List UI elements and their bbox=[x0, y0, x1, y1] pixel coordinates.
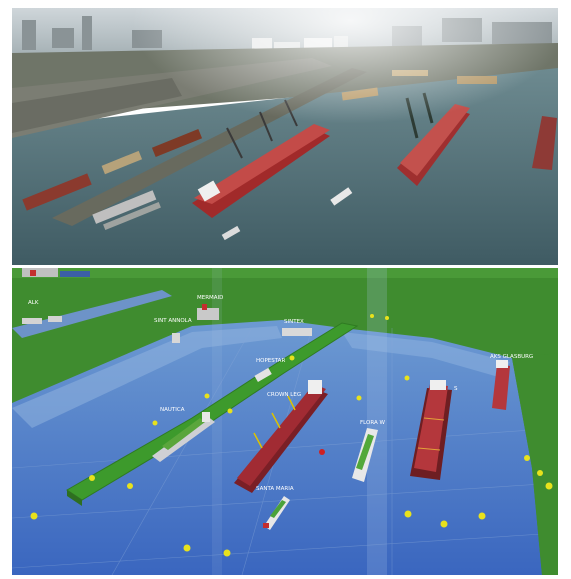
sim-water-inlet bbox=[12, 290, 172, 338]
sim-vessel-sint-annola[interactable] bbox=[172, 333, 180, 343]
vessel-label-alk: ALK bbox=[28, 300, 39, 306]
sim-top-vessel bbox=[22, 268, 58, 277]
sim-vessel-alk[interactable] bbox=[22, 318, 42, 324]
vessel-label-s: S bbox=[454, 386, 458, 392]
sim-vessel-flora-w[interactable] bbox=[352, 428, 378, 482]
sim-right-quay bbox=[512, 353, 558, 575]
sim-top-vessel bbox=[60, 271, 90, 277]
sim-central-pier bbox=[66, 322, 359, 501]
vessel-label-sintex: SINTEX bbox=[284, 319, 304, 325]
harbor-photo-scene bbox=[12, 8, 558, 265]
sim-vessel-mermaid[interactable] bbox=[197, 308, 219, 320]
sim-vessel-crown-leg[interactable] bbox=[234, 380, 328, 493]
harbor-simulation-view: NAUTICA CROWN LEG FLORA W SANTA MARIA AK… bbox=[12, 268, 558, 575]
sim-vessel-hopestar[interactable] bbox=[254, 367, 272, 382]
sim-vessel-tanker[interactable] bbox=[410, 380, 452, 480]
simulation-scene: NAUTICA CROWN LEG FLORA W SANTA MARIA AK… bbox=[12, 268, 558, 575]
vessel-label-crown-leg: CROWN LEG bbox=[267, 392, 301, 398]
vessel-label-flora-w: FLORA W bbox=[360, 420, 385, 426]
sim-vessel-sintex[interactable] bbox=[282, 328, 312, 336]
vessel-label-mermaid: MERMAID bbox=[197, 295, 223, 301]
sim-vessel-nautica[interactable] bbox=[152, 412, 215, 462]
sim-red-marker bbox=[319, 449, 325, 455]
vessel-label-aks: AKS GLASBURG bbox=[490, 354, 533, 360]
sim-vessel-santa-maria[interactable] bbox=[263, 496, 290, 530]
sim-grid bbox=[12, 327, 558, 575]
sim-vessel-aks[interactable] bbox=[492, 360, 510, 410]
vessel-label-santa-maria: SANTA MARIA bbox=[256, 486, 294, 492]
aerial-harbor-photo bbox=[12, 8, 558, 265]
vessel-label-hopestar: HOPESTAR bbox=[256, 358, 285, 364]
vessel-label-nautica: NAUTICA bbox=[160, 407, 185, 413]
sim-buoys bbox=[30, 314, 553, 557]
vessel-label-sint-annola: SINT ANNOLA bbox=[154, 318, 192, 324]
